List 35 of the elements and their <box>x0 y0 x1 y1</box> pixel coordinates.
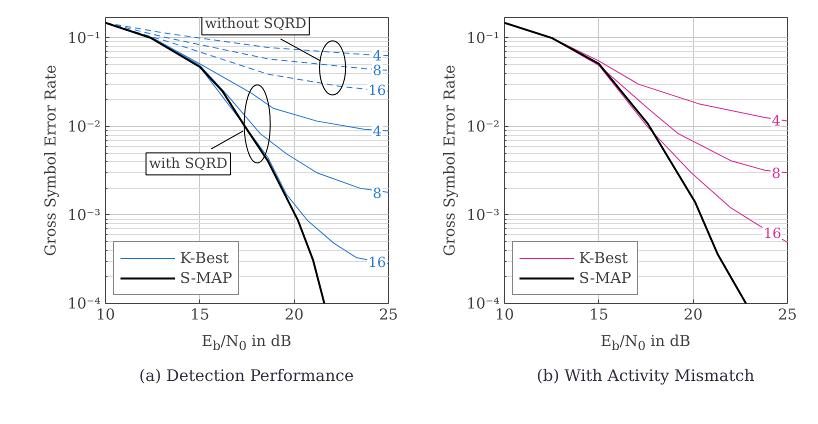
text: (a) Detection Performance <box>139 364 354 387</box>
y-tick-label: 10⁻² <box>466 117 500 136</box>
annotation: 16 <box>368 83 386 100</box>
y-tick-label: 10⁻² <box>67 117 101 136</box>
annotation: without SQRD <box>204 16 306 32</box>
annotation: 16 <box>764 226 782 242</box>
y-tick-label: 10⁻¹ <box>67 28 101 47</box>
annotation: 8 <box>772 166 781 182</box>
y-axis-title: Gross Symbol Error Rate <box>41 64 60 256</box>
annotation: 4 <box>372 48 382 65</box>
x-tick-label: 15 <box>589 306 608 324</box>
x-tick-label: 15 <box>190 306 210 324</box>
x-tick-label: 20 <box>284 306 304 324</box>
y-tick-label: 10⁻¹ <box>466 28 500 47</box>
x-axis-title: E$_{b}$/N$_{0}$ in dB <box>202 331 292 355</box>
x-tick-label: 25 <box>778 306 798 324</box>
annotation: 8 <box>372 62 382 79</box>
text: (b) With Activity Mismatch <box>536 364 754 387</box>
legend-label: K-Best <box>579 249 628 267</box>
x-tick-label: 10 <box>96 306 116 324</box>
x-axis-title: E$_{b}$/N$_{0}$ in dB <box>600 331 690 355</box>
legend-label: S-MAP <box>180 269 232 287</box>
annotation: 4 <box>372 124 382 140</box>
annotation: 16 <box>368 254 386 271</box>
annotation: 4 <box>772 114 781 130</box>
annotation: 8 <box>372 186 382 202</box>
annotation: with SQRD <box>149 156 228 172</box>
legend-label: K-Best <box>180 249 229 267</box>
y-axis-title: Gross Symbol Error Rate <box>440 64 458 256</box>
y-tick-label: 10⁻³ <box>67 206 101 224</box>
y-tick-label: 10⁻³ <box>466 206 500 224</box>
x-tick-label: 20 <box>684 306 703 324</box>
legend-label: S-MAP <box>579 269 632 287</box>
x-tick-label: 10 <box>494 306 514 324</box>
x-tick-label: 25 <box>378 306 398 324</box>
